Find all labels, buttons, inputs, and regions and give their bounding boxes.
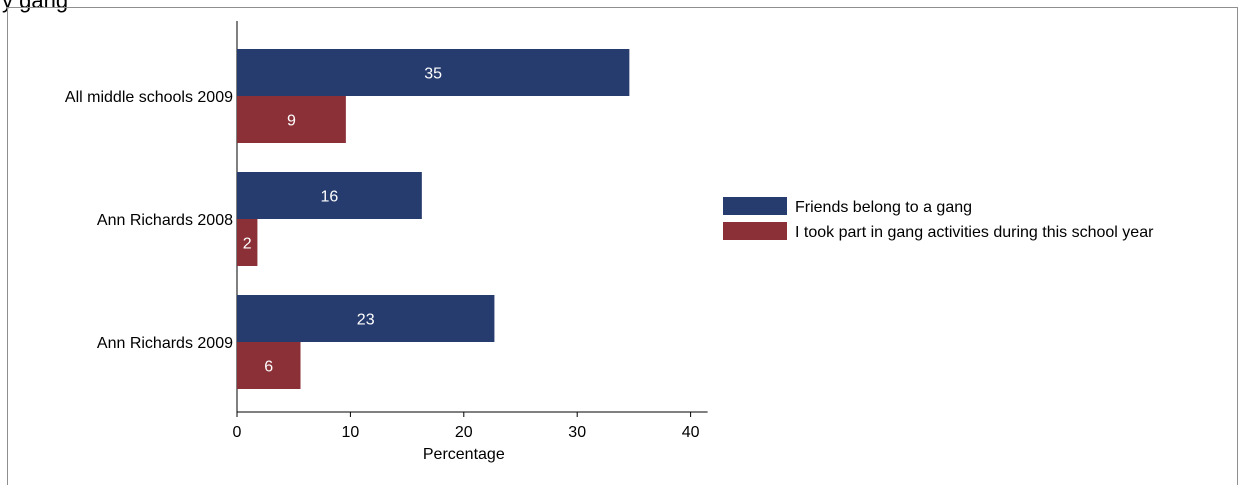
bar-value-label: 6 [264,359,273,376]
bar-value-label: 2 [243,236,252,253]
bar [237,49,630,96]
bar [237,219,258,266]
x-tick-label: 30 [568,424,586,441]
x-tick-label: 0 [233,424,242,441]
bar-value-label: 23 [357,312,375,329]
category-labels: All middle schools 2009 Ann Richards 2008… [65,89,233,352]
data-labels: 35 9 16 2 23 6 [243,66,442,376]
legend-swatch [723,197,787,215]
legend-swatch [723,222,787,240]
chart-title-fragment: y gang [2,0,69,13]
bar [237,172,422,219]
x-tick-label: 40 [682,424,700,441]
legend-label: Friends belong to a gang [795,199,972,216]
bar-value-label: 35 [424,66,442,83]
bar-value-label: 16 [321,189,339,206]
legend: Friends belong to a gang I took part in g… [723,197,1154,241]
category-label: Ann Richards 2009 [97,335,233,352]
bars [237,49,630,389]
x-ticks: 0 10 20 30 40 [233,412,700,441]
bar [237,295,495,342]
x-tick-label: 20 [455,424,473,441]
category-label: Ann Richards 2008 [97,212,233,229]
bar-value-label: 9 [287,113,296,130]
bar [237,342,301,389]
legend-label: I took part in gang activities during th… [795,224,1154,241]
x-axis-title: Percentage [423,446,505,463]
x-tick-label: 10 [342,424,360,441]
bar [237,96,346,143]
chart-frame [7,7,1238,485]
category-label: All middle schools 2009 [65,89,233,106]
